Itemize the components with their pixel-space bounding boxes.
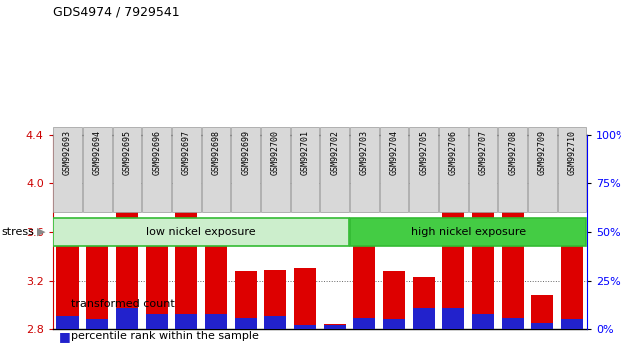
Bar (294, 268, 316, 329)
FancyBboxPatch shape (172, 127, 201, 212)
FancyBboxPatch shape (53, 127, 82, 212)
Bar (86, 319, 109, 329)
Text: ■: ■ (59, 330, 71, 343)
FancyBboxPatch shape (53, 217, 349, 246)
Text: GSM992702: GSM992702 (330, 130, 339, 175)
Bar (442, 144, 465, 329)
Text: transformed count: transformed count (71, 299, 175, 309)
Bar (561, 319, 583, 329)
Bar (86, 237, 109, 329)
Bar (383, 271, 405, 329)
FancyBboxPatch shape (380, 127, 408, 212)
Bar (175, 314, 197, 329)
Text: low nickel exposure: low nickel exposure (147, 227, 256, 237)
Text: ■: ■ (59, 298, 71, 311)
Text: GSM992699: GSM992699 (241, 130, 250, 175)
Bar (531, 295, 553, 329)
FancyBboxPatch shape (499, 127, 527, 212)
FancyBboxPatch shape (113, 127, 141, 212)
FancyBboxPatch shape (409, 127, 438, 212)
Bar (531, 323, 553, 329)
Bar (412, 308, 435, 329)
Text: GSM992704: GSM992704 (389, 130, 399, 175)
Text: GSM992693: GSM992693 (63, 130, 72, 175)
FancyBboxPatch shape (439, 127, 468, 212)
Bar (116, 308, 138, 329)
Bar (502, 202, 524, 329)
Bar (57, 234, 79, 329)
Text: high nickel exposure: high nickel exposure (410, 227, 526, 237)
Bar (561, 235, 583, 329)
Text: GDS4974 / 7929541: GDS4974 / 7929541 (53, 5, 179, 18)
Bar (145, 314, 168, 329)
Bar (264, 315, 286, 329)
Bar (472, 314, 494, 329)
Text: GSM992700: GSM992700 (271, 130, 280, 175)
Bar (472, 177, 494, 329)
FancyBboxPatch shape (232, 127, 260, 212)
Text: GSM992707: GSM992707 (479, 130, 487, 175)
FancyBboxPatch shape (320, 127, 349, 212)
FancyBboxPatch shape (142, 127, 171, 212)
Text: GSM992708: GSM992708 (508, 130, 517, 175)
Text: GSM992705: GSM992705 (419, 130, 428, 175)
Bar (205, 314, 227, 329)
Bar (324, 325, 346, 329)
Bar (353, 220, 376, 329)
Text: GSM992695: GSM992695 (122, 130, 132, 175)
FancyBboxPatch shape (291, 127, 319, 212)
Text: GSM992696: GSM992696 (152, 130, 161, 175)
Text: GSM992697: GSM992697 (182, 130, 191, 175)
Bar (442, 308, 465, 329)
FancyBboxPatch shape (350, 127, 379, 212)
Bar (205, 226, 227, 329)
Bar (175, 202, 197, 329)
Text: GSM992701: GSM992701 (301, 130, 309, 175)
Bar (116, 187, 138, 329)
Text: ▶: ▶ (37, 227, 46, 237)
Bar (412, 277, 435, 329)
FancyBboxPatch shape (469, 127, 497, 212)
Bar (264, 270, 286, 329)
Text: GSM992698: GSM992698 (212, 130, 220, 175)
FancyBboxPatch shape (261, 127, 289, 212)
FancyBboxPatch shape (83, 127, 112, 212)
Bar (502, 318, 524, 329)
Bar (353, 318, 376, 329)
FancyBboxPatch shape (528, 127, 556, 212)
FancyBboxPatch shape (350, 217, 586, 246)
Bar (235, 271, 256, 329)
FancyBboxPatch shape (202, 127, 230, 212)
Bar (145, 228, 168, 329)
Bar (57, 315, 79, 329)
Text: GSM992709: GSM992709 (538, 130, 547, 175)
Bar (383, 319, 405, 329)
FancyBboxPatch shape (558, 127, 586, 212)
Text: GSM992706: GSM992706 (449, 130, 458, 175)
Text: percentile rank within the sample: percentile rank within the sample (71, 331, 260, 341)
Bar (324, 324, 346, 329)
Bar (294, 325, 316, 329)
Text: GSM992694: GSM992694 (93, 130, 102, 175)
Text: GSM992710: GSM992710 (568, 130, 576, 175)
Text: stress: stress (1, 227, 34, 237)
Text: GSM992703: GSM992703 (360, 130, 369, 175)
Bar (235, 318, 256, 329)
